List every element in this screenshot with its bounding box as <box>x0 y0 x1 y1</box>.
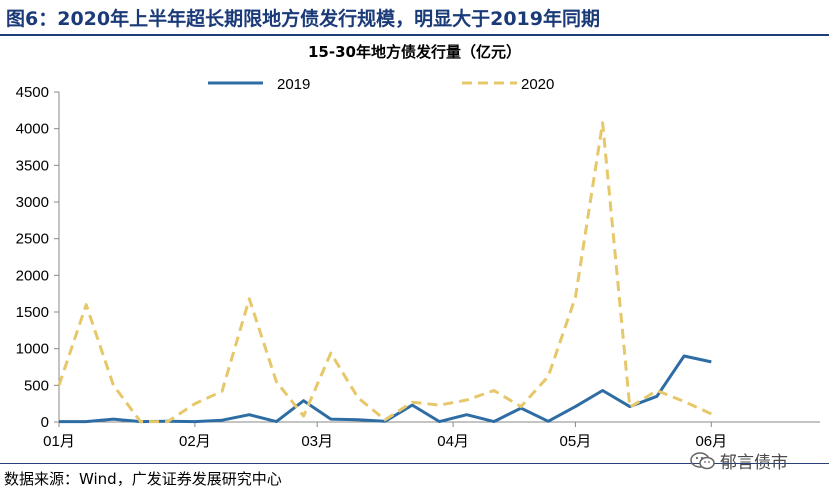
x-tick-label: 06月 <box>695 433 727 450</box>
y-tick-label: 4500 <box>16 84 49 101</box>
series-line-2019 <box>59 354 712 424</box>
wechat-icon <box>690 451 715 469</box>
x-tick-label: 02月 <box>179 433 211 450</box>
y-tick-label: 0 <box>41 414 49 431</box>
chart-legend: 2019 2020 <box>208 76 554 93</box>
y-tick-label: 2000 <box>16 267 49 284</box>
series-lines <box>57 121 712 424</box>
x-tick-label: 03月 <box>301 433 333 450</box>
chart-axes <box>54 91 820 427</box>
x-axis-labels: 01月 02月 03月 04月 05月 06月 <box>43 433 727 450</box>
figure-title: 图6：2020年上半年超长期限地方债发行规模，明显大于2019年同期 <box>6 8 600 30</box>
title-divider <box>0 34 829 36</box>
y-axis-labels: 0 500 1000 1500 2000 2500 3000 3500 4000 4500 <box>16 84 49 431</box>
watermark: 郁言债市 <box>690 448 788 473</box>
x-tick-label: 05月 <box>560 433 592 450</box>
y-tick-label: 1500 <box>16 304 49 321</box>
y-tick-label: 4000 <box>16 121 49 138</box>
legend-label-2019: 2019 <box>277 76 310 93</box>
x-tick-label: 04月 <box>437 433 469 450</box>
y-tick-label: 500 <box>24 377 49 394</box>
chart-title: 15-30年地方债发行量（亿元） <box>308 43 521 61</box>
x-tick-label: 01月 <box>43 433 75 450</box>
watermark-text: 郁言债市 <box>720 453 788 473</box>
y-tick-label: 3000 <box>16 194 49 211</box>
y-tick-label: 2500 <box>16 231 49 248</box>
legend-label-2020: 2020 <box>521 76 554 93</box>
source-divider <box>0 463 829 464</box>
y-tick-label: 1000 <box>16 341 49 358</box>
y-tick-label: 3500 <box>16 157 49 174</box>
series-line-2020 <box>57 121 712 424</box>
source-note: 数据来源：Wind，广发证券发展研究中心 <box>4 470 282 488</box>
